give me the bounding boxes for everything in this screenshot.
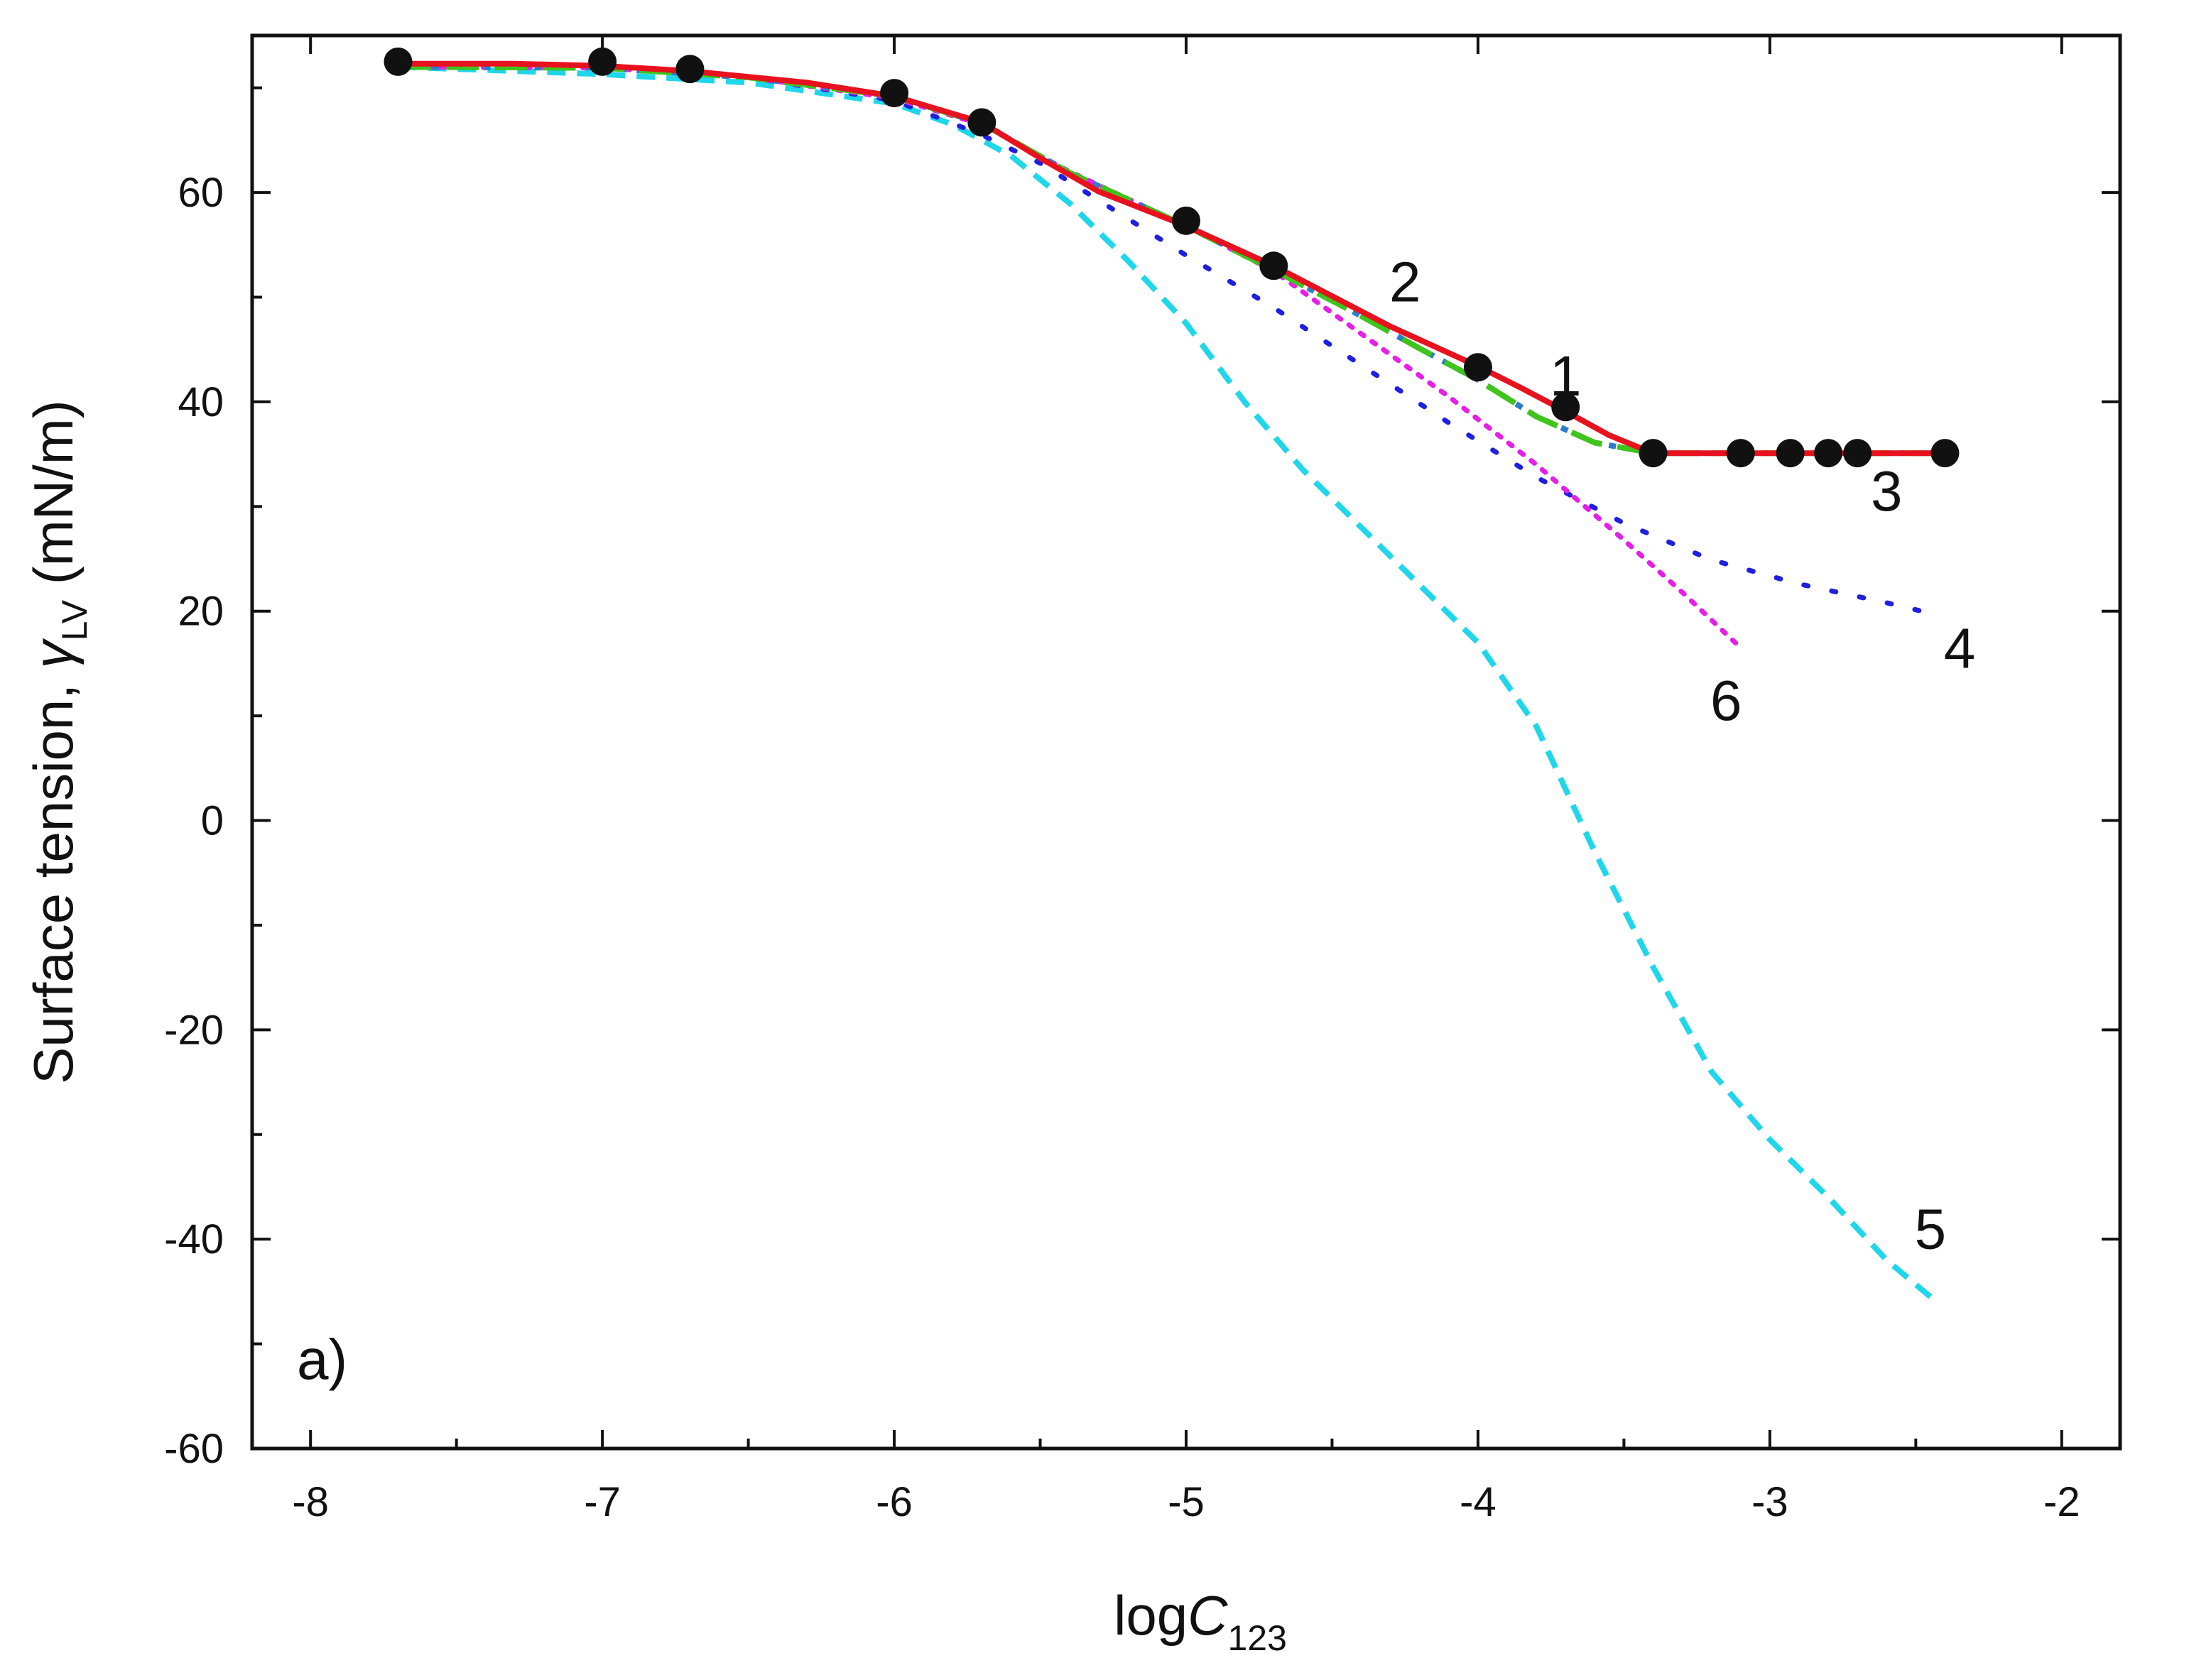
axis-ticks: -8 -7 -6 -5 -4 -3 -2 -60 -40 -20 0 20 40 60 bbox=[164, 36, 2120, 1525]
data-point bbox=[384, 47, 413, 76]
curve-5-line bbox=[398, 64, 1933, 1299]
data-point bbox=[967, 108, 996, 137]
y-axis-title-symbol: γ bbox=[22, 638, 85, 668]
x-axis-title-subscript: 123 bbox=[1228, 1618, 1287, 1658]
x-tick-label: -7 bbox=[584, 1479, 621, 1525]
data-point bbox=[1930, 439, 1960, 468]
plot-frame bbox=[250, 33, 2122, 1451]
curve-labels: 1 2 3 4 6 5 bbox=[1389, 250, 1975, 1260]
data-point bbox=[588, 47, 617, 76]
data-point bbox=[1172, 206, 1200, 235]
x-tick-label: -4 bbox=[1460, 1479, 1497, 1525]
data-point bbox=[675, 55, 705, 84]
curve-6-label: 6 bbox=[1710, 669, 1742, 732]
y-tick-label: 20 bbox=[178, 589, 224, 635]
y-axis-title-subscript: LV bbox=[55, 599, 94, 640]
data-point bbox=[1639, 439, 1668, 468]
x-tick-label: -8 bbox=[292, 1479, 329, 1525]
y-axis-title-unit: (mN/m) bbox=[22, 400, 85, 600]
curve-1-label: 1 bbox=[1550, 344, 1582, 408]
panel-label: a) bbox=[297, 1328, 347, 1391]
y-tick-label: 60 bbox=[178, 170, 224, 216]
x-axis-title-italic: C bbox=[1188, 1584, 1228, 1647]
x-axis-title: logC123 bbox=[1114, 1584, 1287, 1658]
y-axis-title: Surface tension, γLV (mN/m) bbox=[22, 400, 94, 1084]
x-axis-title-main: log bbox=[1114, 1584, 1188, 1647]
data-point bbox=[1551, 393, 1580, 422]
y-tick-label: 40 bbox=[178, 379, 224, 425]
y-tick-label: -20 bbox=[164, 1007, 224, 1053]
data-point bbox=[1259, 251, 1288, 280]
curve-2-label: 2 bbox=[1389, 250, 1421, 313]
curve-3-label: 3 bbox=[1871, 459, 1903, 523]
data-point bbox=[880, 79, 909, 108]
y-axis-title-main: Surface tension, bbox=[22, 668, 85, 1084]
data-point bbox=[1843, 439, 1872, 468]
x-tick-label: -5 bbox=[1168, 1479, 1205, 1525]
data-point bbox=[1726, 439, 1755, 468]
y-tick-label: 0 bbox=[201, 798, 224, 844]
curve-4-label: 4 bbox=[1944, 616, 1976, 680]
x-tick-label: -3 bbox=[1751, 1479, 1788, 1525]
data-points bbox=[384, 47, 1960, 468]
x-tick-label: -6 bbox=[876, 1479, 913, 1525]
curve-5-label: 5 bbox=[1915, 1197, 1947, 1260]
y-tick-label: -60 bbox=[164, 1426, 224, 1472]
data-point bbox=[1463, 353, 1492, 382]
y-tick-label: -40 bbox=[164, 1216, 224, 1262]
x-tick-label: -2 bbox=[2043, 1479, 2080, 1525]
data-point bbox=[1814, 439, 1843, 468]
data-point bbox=[1776, 439, 1805, 468]
